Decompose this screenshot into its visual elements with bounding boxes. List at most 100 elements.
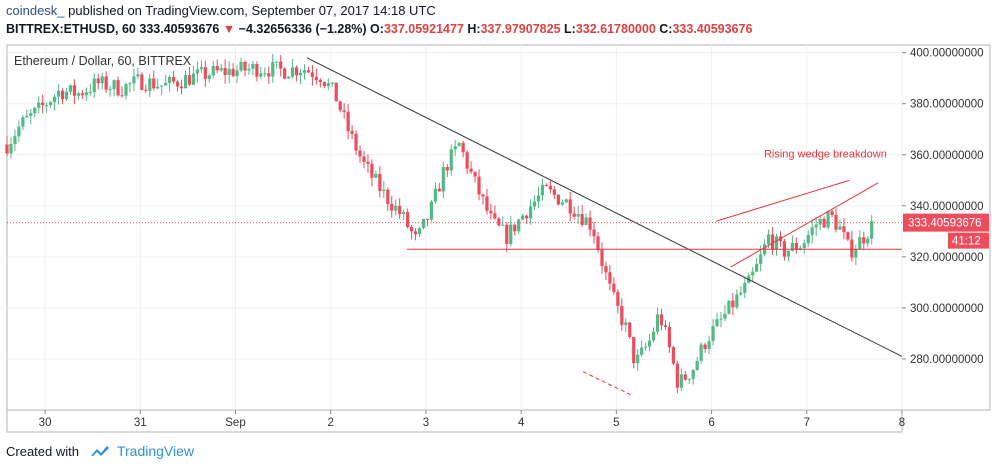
candle-body xyxy=(679,374,683,388)
close-value: 333.40593676 xyxy=(672,22,753,36)
candle-body xyxy=(445,166,449,171)
candle-body xyxy=(160,85,164,87)
candle-body xyxy=(72,85,77,96)
time-tick-label: 31 xyxy=(134,417,147,429)
candle-body xyxy=(9,144,13,154)
candle-body xyxy=(283,68,287,79)
candle-body xyxy=(584,217,588,225)
candle-body xyxy=(568,199,572,214)
time-tick-label: 6 xyxy=(708,417,714,429)
candle-body xyxy=(632,336,636,364)
last-price: 333.40593676 xyxy=(139,22,220,36)
candle-body xyxy=(136,74,140,77)
candle-body xyxy=(175,81,180,87)
candle-body xyxy=(314,76,318,80)
author-name[interactable]: coindesk_ xyxy=(6,3,65,18)
candle-body xyxy=(838,226,842,230)
candle-body xyxy=(461,142,465,153)
candle-body xyxy=(354,133,358,151)
close-label: C: xyxy=(659,22,673,36)
candle-body xyxy=(810,227,814,236)
candle-body xyxy=(802,243,806,249)
candle-body xyxy=(294,67,299,76)
candle-body xyxy=(517,219,521,232)
candle-body xyxy=(290,67,295,77)
time-tick-label: Sep xyxy=(225,417,245,429)
candle-body xyxy=(858,237,862,250)
candle-body xyxy=(29,113,33,116)
candle-body xyxy=(287,76,291,79)
price-tick-label: 320.00000000 xyxy=(910,252,984,264)
tradingview-brand[interactable]: TradingView xyxy=(116,443,195,459)
candle-body xyxy=(739,292,743,295)
candle-body xyxy=(164,82,168,86)
low-label: L: xyxy=(564,22,576,36)
time-tick-label: 2 xyxy=(328,417,334,429)
created-with-text: Created with xyxy=(6,443,79,459)
candle-body xyxy=(247,68,251,71)
price-tick-label: 360.00000000 xyxy=(910,150,984,162)
open-label: O: xyxy=(370,22,384,36)
candle-body xyxy=(437,188,441,192)
price-tick-label: 400.00000000 xyxy=(910,48,984,60)
candle-body xyxy=(25,115,29,118)
candle-body xyxy=(465,152,469,169)
candle-body xyxy=(171,76,176,82)
candle-body xyxy=(366,161,370,164)
candle-body xyxy=(421,218,426,229)
candle-body xyxy=(156,86,160,89)
candle-body xyxy=(604,266,608,273)
candle-body xyxy=(636,354,640,364)
price-axis[interactable]: 400.00000000 380.00000000 360.00000000 340.… xyxy=(902,48,984,366)
last-price-marker: 333.40593676 41:12 xyxy=(7,213,989,249)
candle-body xyxy=(655,314,660,332)
time-axis-frame xyxy=(6,409,903,433)
annotations: Rising wedge breakdown xyxy=(306,57,903,396)
candle-body xyxy=(88,91,92,93)
candle-body xyxy=(64,91,69,100)
candle-body xyxy=(84,92,88,96)
candle-body xyxy=(640,347,644,355)
candle-body xyxy=(818,218,822,225)
candle-body xyxy=(576,214,580,217)
chart-header-line2: BITTREX:ETHUSD, 60 333.40593676 ▼ −4.326… xyxy=(6,22,752,36)
time-axis[interactable]: 30 31 Sep 2 3 4 5 6 7 8 xyxy=(39,410,906,429)
candle-body xyxy=(13,136,17,145)
candle-body xyxy=(727,300,731,314)
candle-body xyxy=(592,229,596,237)
candle-body xyxy=(866,238,870,244)
candle-body xyxy=(644,346,648,348)
candle-body xyxy=(659,314,664,326)
candle-body xyxy=(854,249,858,258)
candle-body xyxy=(532,201,537,207)
candle-body xyxy=(628,322,632,337)
candle-body xyxy=(140,74,144,90)
symbol-label: BITTREX:ETHUSD, 60 xyxy=(6,22,136,36)
candle-body xyxy=(588,217,592,230)
candle-body xyxy=(100,76,104,84)
candle-body xyxy=(647,340,652,347)
candle-body xyxy=(386,189,390,204)
candle-body xyxy=(703,344,707,349)
candle-body xyxy=(695,360,699,370)
candle-body xyxy=(211,65,215,76)
candle-body xyxy=(759,254,763,264)
candle-body xyxy=(743,282,747,293)
candle-body xyxy=(298,72,303,76)
candle-body xyxy=(45,105,49,107)
candle-body xyxy=(52,96,57,103)
candle-body xyxy=(862,237,866,244)
price-chart[interactable]: 400.00000000 380.00000000 360.00000000 340.… xyxy=(0,42,992,442)
dashed-low-line xyxy=(582,371,631,396)
wedge-annotation-label: Rising wedge breakdown xyxy=(764,148,887,160)
candle-body xyxy=(449,149,453,171)
candle-body xyxy=(124,84,128,96)
plot-frame xyxy=(6,44,903,411)
candle-body xyxy=(338,101,342,111)
candle-body xyxy=(152,78,156,89)
candle-body xyxy=(394,205,398,211)
candle-body xyxy=(850,239,854,258)
candle-body xyxy=(751,271,755,276)
candle-body xyxy=(699,344,703,361)
tradingview-logo-icon xyxy=(90,446,109,456)
